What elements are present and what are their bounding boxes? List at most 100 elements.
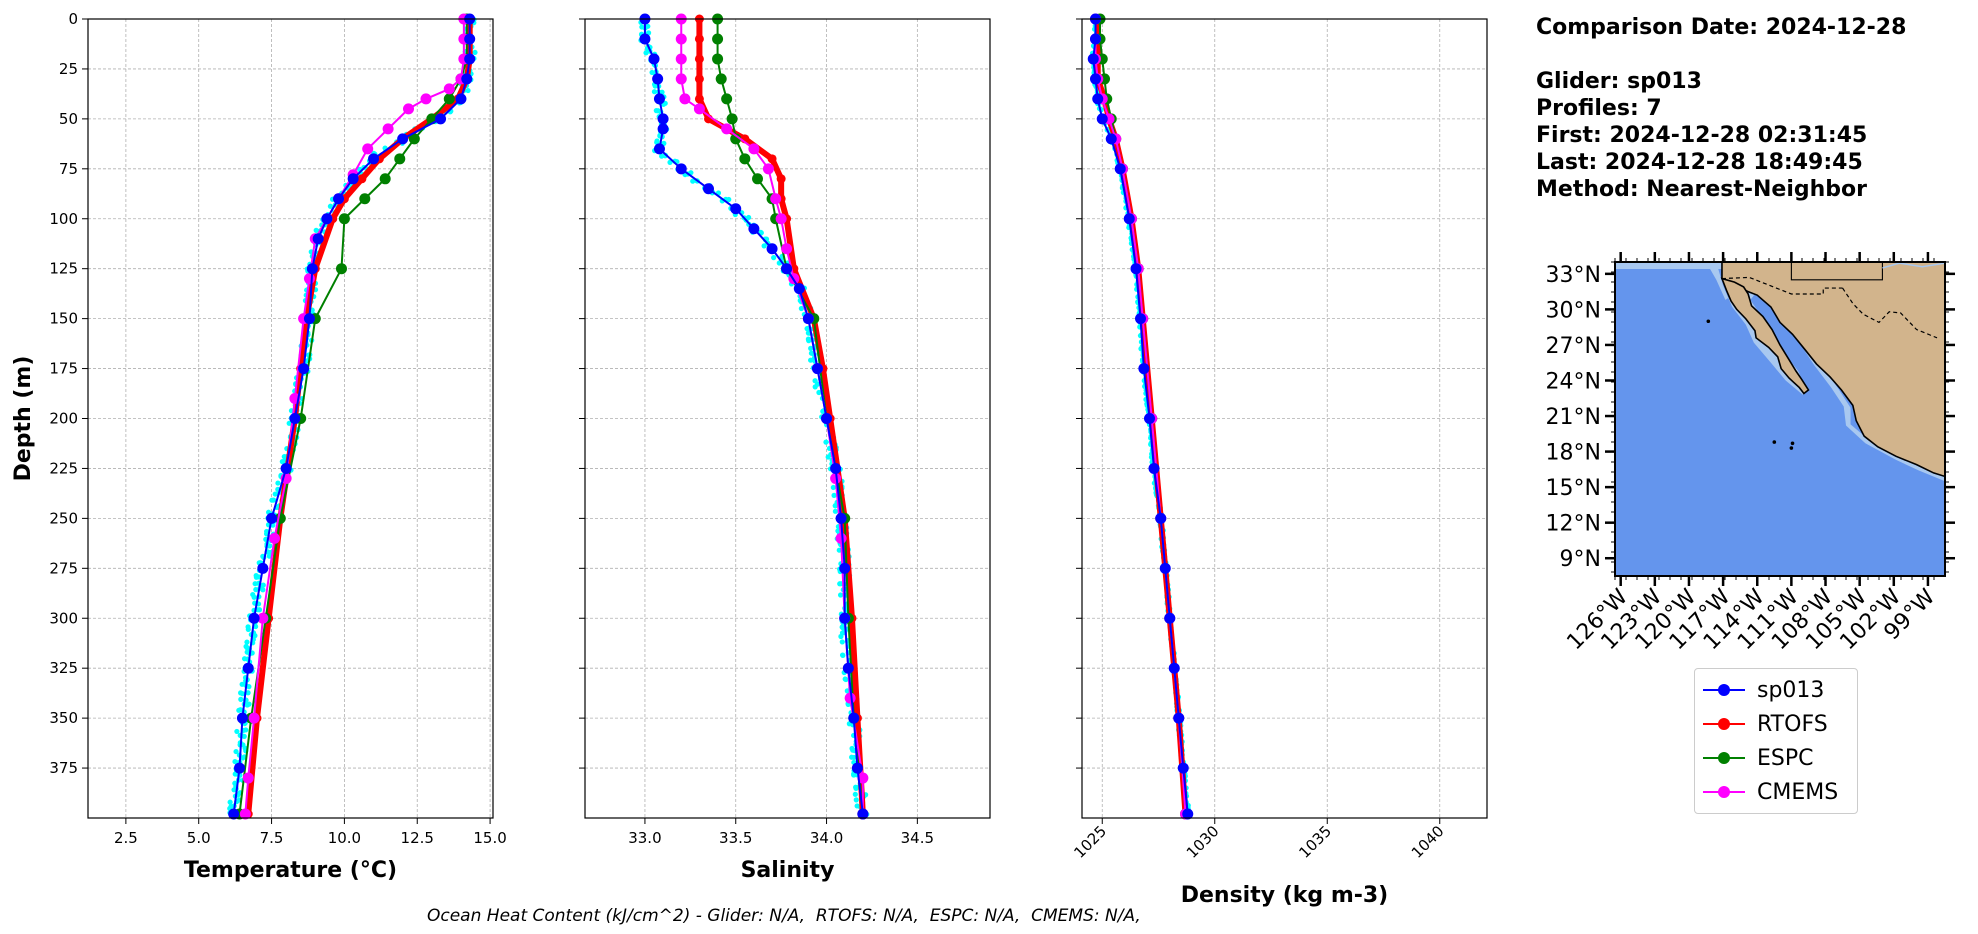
last-time: Last: 2024-12-28 18:49:45: [1536, 150, 1863, 175]
series-point-sp013: [1138, 363, 1150, 375]
series-point-sp013: [857, 808, 869, 820]
glider-raw-point: [272, 491, 278, 497]
series-line-espc: [238, 19, 468, 815]
method: Method: Nearest-Neighbor: [1536, 177, 1867, 202]
series-point-sp013: [1159, 562, 1171, 574]
series-point-rtofs: [694, 54, 704, 64]
series-point-cmems: [303, 273, 315, 285]
series-point-sp013: [1090, 73, 1101, 85]
series-point-cmems: [257, 612, 269, 624]
series-point-cmems: [830, 472, 842, 484]
series-point-sp013: [839, 562, 851, 574]
legend-swatch-sp013: [1703, 680, 1745, 700]
series-point-sp013: [730, 203, 742, 215]
y-tick-label: 275: [49, 559, 78, 577]
series-point-sp013: [793, 283, 805, 295]
series-point-cmems: [675, 53, 687, 65]
series-point-sp013: [675, 163, 687, 175]
series-point-sp013: [242, 662, 254, 674]
series-point-sp013: [639, 33, 651, 45]
glider-raw-point: [244, 702, 250, 708]
series-point-sp013: [1105, 133, 1117, 145]
glider-raw-point: [264, 528, 270, 535]
series-point-rtofs: [694, 74, 704, 84]
glider-raw-point: [244, 649, 250, 655]
island: [1706, 319, 1711, 324]
y-tick-label: 175: [49, 360, 78, 378]
glider-raw-point: [245, 690, 251, 696]
series-point-cmems: [748, 143, 760, 155]
legend-label-rtofs: RTOFS: [1757, 711, 1828, 737]
series-point-cmems: [762, 163, 774, 175]
series-point-rtofs: [767, 154, 777, 164]
series-point-sp013: [312, 233, 324, 245]
series-point-cmems: [242, 772, 254, 784]
glider-raw-point: [830, 484, 836, 491]
series-point-sp013: [1173, 712, 1185, 724]
series-point-cmems: [382, 123, 394, 135]
glider-raw-point: [313, 227, 319, 233]
series-point-sp013: [766, 243, 778, 255]
series-point-sp013: [397, 133, 409, 145]
series-point-sp013: [455, 93, 467, 105]
map-lat-label: 21°N: [1546, 405, 1601, 430]
mainland: [1721, 261, 1946, 478]
glider-raw-point: [814, 381, 821, 387]
map-lat-label: 33°N: [1546, 263, 1601, 288]
y-tick-label: 200: [49, 410, 78, 428]
x-tick-label: 1035: [1295, 822, 1335, 862]
series-point-cmems: [675, 73, 687, 85]
state-border: [1842, 287, 1938, 339]
series-point-cmems: [679, 93, 691, 105]
y-tick-label: 300: [49, 609, 78, 627]
glider-raw-point: [639, 24, 645, 30]
series-point-sp013: [234, 762, 246, 774]
series-point-cmems: [248, 712, 260, 724]
series-point-sp013: [1090, 33, 1101, 45]
series-point-espc: [752, 173, 764, 185]
series-point-espc: [443, 93, 455, 105]
series-point-sp013: [653, 93, 665, 105]
y-tick-label: 325: [49, 659, 78, 677]
legend-item-espc: ESPC: [1703, 743, 1814, 773]
series-point-sp013: [835, 512, 847, 524]
x-tick-label: 10.0: [328, 829, 361, 847]
series-point-sp013: [257, 562, 269, 574]
series-point-espc: [726, 113, 738, 125]
river-line: [1882, 262, 1946, 269]
legend-label-espc: ESPC: [1757, 745, 1814, 771]
y-tick-label: 25: [59, 60, 78, 78]
series-point-espc: [715, 73, 727, 85]
glider-raw-point: [839, 639, 845, 645]
series-point-sp013: [435, 113, 447, 125]
series-line-cmems: [244, 19, 465, 815]
series-point-cmems: [857, 772, 869, 784]
series-point-espc: [335, 263, 347, 275]
ohc-footnote: Ocean Heat Content (kJ/cm^2) - Glider: N…: [427, 906, 1141, 926]
series-point-sp013: [1092, 93, 1104, 105]
glider-raw-point: [233, 748, 239, 755]
series-point-cmems: [693, 103, 705, 115]
map-lat-label: 30°N: [1546, 298, 1601, 323]
glider-raw-point: [238, 696, 244, 702]
series-point-espc: [712, 53, 724, 65]
glider-raw-point: [327, 203, 334, 209]
glider-raw-point: [761, 243, 767, 249]
map-lat-label: 9°N: [1560, 547, 1601, 572]
legend-swatch-espc: [1703, 748, 1745, 768]
x-tick-label: 5.0: [187, 829, 211, 847]
map-lat-label: 27°N: [1546, 334, 1601, 359]
series-point-sp013: [702, 183, 714, 195]
glider-raw-point: [842, 676, 848, 682]
glider-raw-point: [643, 50, 649, 56]
series-point-espc: [721, 93, 733, 105]
series-point-sp013: [347, 173, 359, 185]
glider-raw-point: [253, 587, 259, 593]
series-point-sp013: [461, 73, 473, 85]
series-point-sp013: [306, 263, 318, 275]
glider-raw-point: [251, 594, 257, 600]
glider-raw-point: [234, 728, 240, 735]
x-tick-label: 1025: [1070, 822, 1110, 862]
series-point-espc: [379, 173, 391, 185]
y-axis-label: Depth (m): [11, 356, 36, 482]
